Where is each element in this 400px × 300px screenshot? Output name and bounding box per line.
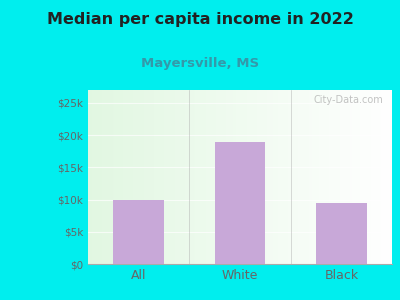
Bar [316,203,367,264]
Text: Median per capita income in 2022: Median per capita income in 2022 [46,12,354,27]
Text: City-Data.com: City-Data.com [313,95,383,105]
Bar [215,142,265,264]
Text: Mayersville, MS: Mayersville, MS [141,57,259,70]
Bar [113,200,164,264]
